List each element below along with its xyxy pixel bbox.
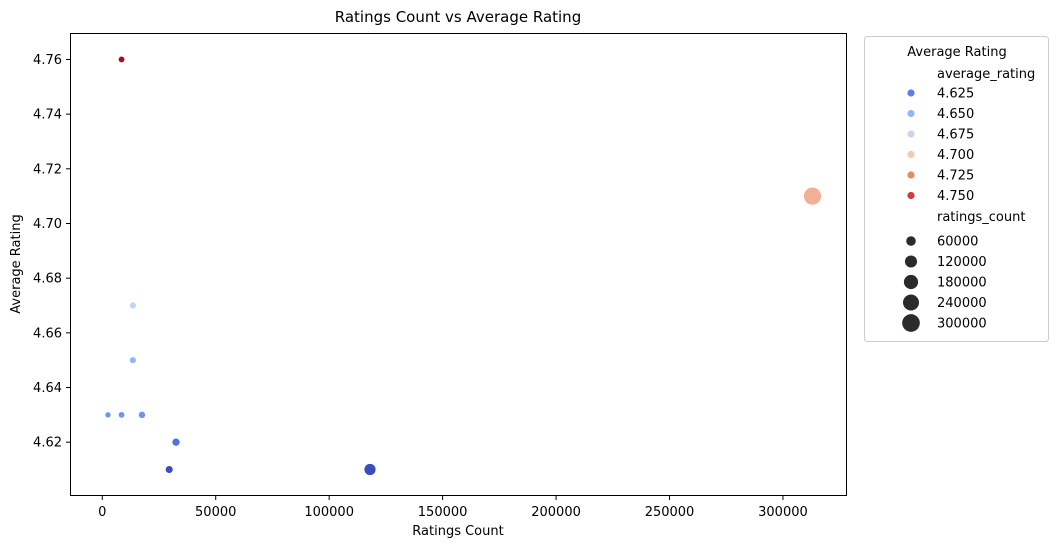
legend-hue-label-4: 4.725: [937, 169, 974, 184]
legend-size-label-1: 120000: [937, 255, 987, 270]
y-tick-label-3: 4.68: [33, 272, 62, 287]
legend: Average Rating average_rating 4.625 4.650…: [864, 36, 1049, 342]
y-tick-label-5: 4.72: [33, 162, 62, 177]
legend-hue-marker-1: [907, 109, 915, 118]
legend-size-marker-2: [903, 274, 919, 290]
plot-frame: [70, 33, 847, 496]
legend-size-label-3: 240000: [937, 296, 987, 311]
y-tick-label-1: 4.64: [33, 381, 62, 396]
x-axis: 0 50000 100000 150000 200000 250000 300000: [98, 495, 808, 520]
legend-hue-marker-4: [907, 171, 915, 179]
legend-hue-label-5: 4.750: [937, 189, 974, 204]
scatter-point-6: [137, 410, 146, 419]
legend-size-label-4: 300000: [937, 317, 987, 332]
y-tick-label-6: 4.74: [33, 108, 62, 123]
legend-hue-marker-0: [907, 89, 915, 97]
x-tick-label-3: 150000: [418, 505, 468, 520]
legend-hue-label-3: 4.700: [937, 148, 974, 163]
scatter-point-5: [117, 411, 126, 419]
legend-hue-header: average_rating: [937, 67, 1035, 82]
scatter-point-8: [164, 465, 174, 474]
x-tick-label-0: 0: [98, 505, 106, 520]
scatter-point-4: [104, 411, 112, 419]
legend-size-marker-3: [902, 294, 920, 311]
y-tick-label-0: 4.62: [33, 436, 62, 451]
legend-hue-marker-2: [907, 130, 915, 138]
scatter-point-9: [363, 463, 377, 476]
scatter-point-0: [117, 55, 126, 64]
legend-hue-label-0: 4.625: [937, 87, 974, 102]
x-tick-label-4: 200000: [531, 505, 581, 520]
legend-size-header: ratings_count: [937, 210, 1025, 225]
x-tick-label-1: 50000: [195, 505, 236, 520]
plot-area: [104, 55, 822, 476]
scatter-point-3: [129, 356, 137, 365]
legend-hue-marker-5: [907, 191, 915, 200]
y-tick-label-4: 4.70: [33, 217, 62, 232]
y-axis-label: Average Rating: [9, 214, 24, 313]
legend-hue-marker-3: [907, 150, 915, 159]
legend-size-marker-4: [902, 314, 920, 332]
legend-hue-label-2: 4.675: [937, 128, 974, 143]
y-tick-label-7: 4.76: [33, 53, 62, 68]
x-tick-label-6: 300000: [758, 505, 808, 520]
legend-size-marker-0: [906, 236, 916, 246]
legend-size-marker-1: [904, 255, 918, 268]
x-tick-label-5: 250000: [645, 505, 695, 520]
legend-title: Average Rating: [907, 45, 1006, 60]
legend-hue-label-1: 4.650: [937, 107, 974, 122]
scatter-point-1: [803, 186, 822, 206]
chart-title: Ratings Count vs Average Rating: [335, 8, 581, 26]
scatter-point-7: [171, 437, 181, 447]
legend-size-label-0: 60000: [937, 235, 978, 250]
x-axis-label: Ratings Count: [412, 524, 503, 539]
scatter-point-2: [129, 301, 137, 310]
y-tick-label-2: 4.66: [33, 326, 62, 341]
y-axis: 4.62 4.64 4.66 4.68 4.70 4.72 4.74 4.76: [33, 53, 71, 451]
legend-size-label-2: 180000: [937, 276, 987, 291]
x-tick-label-2: 100000: [304, 505, 354, 520]
